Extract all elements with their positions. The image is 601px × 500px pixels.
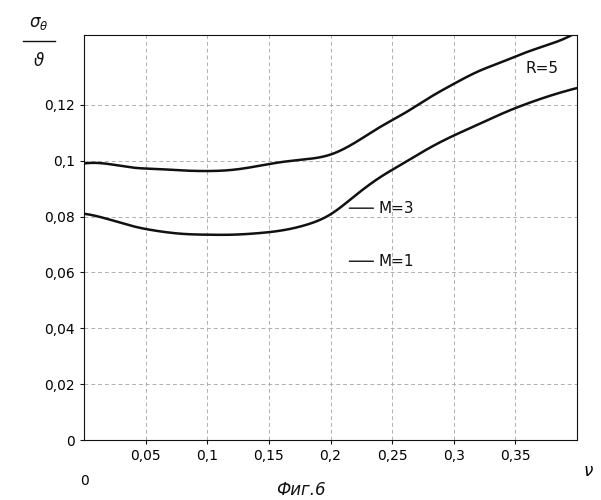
Text: R=5: R=5 (525, 61, 558, 76)
Text: $\vartheta$: $\vartheta$ (33, 52, 45, 70)
Text: 0: 0 (80, 474, 88, 488)
Text: $\sigma_\theta$: $\sigma_\theta$ (29, 14, 49, 32)
Text: $\nu$: $\nu$ (583, 462, 594, 480)
Text: M=3: M=3 (379, 200, 414, 216)
Text: Фиг.6: Фиг.6 (276, 481, 325, 499)
Text: M=1: M=1 (379, 254, 414, 268)
